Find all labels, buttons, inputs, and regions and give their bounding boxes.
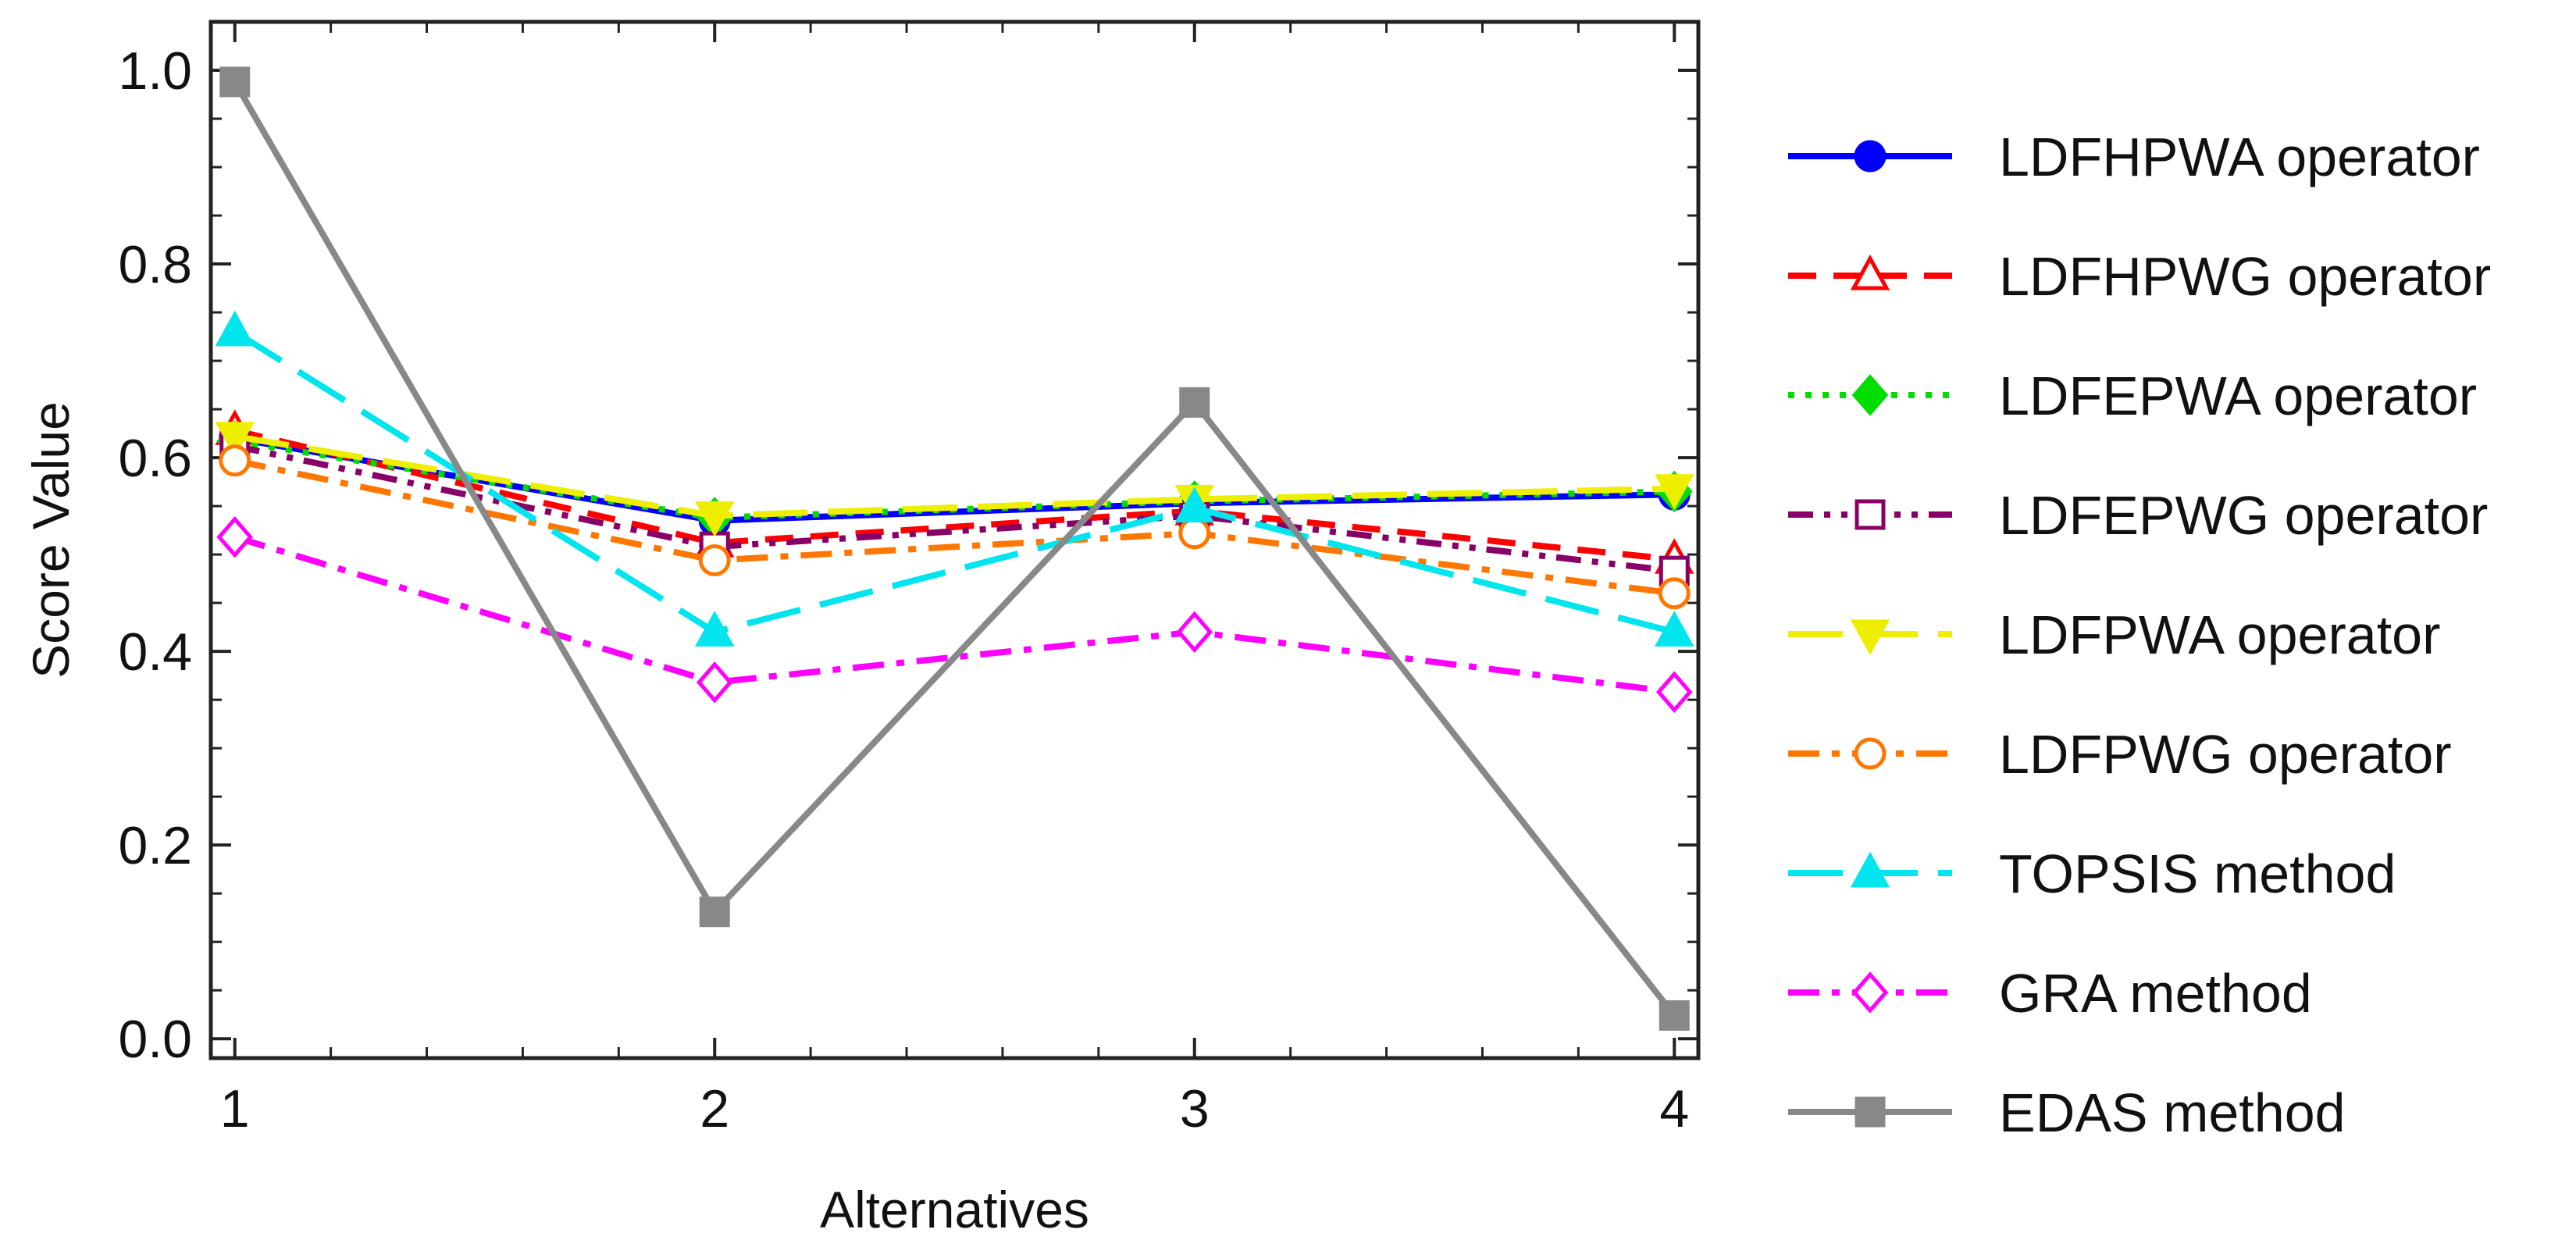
legend-label: LDFHPWA operator bbox=[1999, 127, 2480, 187]
series-line bbox=[233, 427, 1675, 563]
legend-marker bbox=[1850, 619, 1890, 656]
legend-item: LDFPWG operator bbox=[1788, 724, 2452, 785]
y-axis-ticks: 0.0 0.2 0.4 0.6 0.8 1.0 bbox=[118, 20, 1698, 1069]
legend-marker bbox=[1851, 374, 1889, 416]
plot-frame bbox=[208, 20, 1701, 1060]
legend-marker bbox=[1850, 254, 1890, 290]
legend-marker bbox=[1855, 1096, 1886, 1128]
legend-label: LDFPWG operator bbox=[1999, 724, 2452, 785]
legend-marker bbox=[1855, 499, 1886, 530]
data-point bbox=[1658, 577, 1691, 610]
legend: LDFHPWA operator LDFHPWG operator LDFEPWA … bbox=[1788, 127, 2491, 1143]
legend-label: EDAS method bbox=[1999, 1082, 2346, 1143]
data-point bbox=[1659, 1000, 1690, 1031]
data-point bbox=[696, 661, 733, 704]
legend-label: LDFPWA operator bbox=[1999, 604, 2440, 665]
data-point bbox=[219, 444, 251, 477]
legend-label: LDFHPWG operator bbox=[1999, 246, 2491, 307]
data-point bbox=[1655, 671, 1693, 714]
legend-item: LDFHPWA operator bbox=[1788, 127, 2480, 187]
legend-item: LDFHPWG operator bbox=[1788, 246, 2491, 307]
legend-item: TOPSIS method bbox=[1788, 843, 2396, 904]
y-tick-label: 0.2 bbox=[118, 816, 192, 875]
y-tick-label: 0.8 bbox=[118, 235, 192, 294]
data-point bbox=[215, 310, 255, 347]
y-axis-title: Score Value bbox=[22, 401, 80, 679]
data-point bbox=[1179, 387, 1210, 418]
data-point bbox=[1174, 486, 1214, 523]
data-point bbox=[1178, 517, 1211, 550]
data-point bbox=[699, 896, 730, 928]
x-axis-title: Alternatives bbox=[820, 1181, 1089, 1238]
legend-item: LDFPWA operator bbox=[1788, 604, 2440, 665]
x-tick-label: 4 bbox=[1659, 1079, 1689, 1139]
legend-marker bbox=[1854, 737, 1887, 770]
y-tick-label: 0.4 bbox=[118, 622, 192, 682]
series-layer bbox=[215, 66, 1694, 1031]
legend-item: EDAS method bbox=[1788, 1082, 2346, 1143]
data-point bbox=[219, 66, 251, 98]
data-point bbox=[695, 611, 735, 647]
series-line bbox=[232, 80, 1677, 1017]
data-point bbox=[1655, 611, 1694, 647]
data-point bbox=[216, 515, 254, 558]
series-line bbox=[233, 533, 1675, 696]
series-line bbox=[233, 443, 1675, 575]
series-topsis-method bbox=[215, 310, 1694, 647]
legend-label: LDFEPWG operator bbox=[1999, 485, 2488, 546]
legend-marker bbox=[1851, 971, 1889, 1014]
legend-item: LDFEPWG operator bbox=[1788, 485, 2488, 546]
x-tick-label: 1 bbox=[220, 1079, 250, 1139]
legend-marker bbox=[1854, 140, 1887, 173]
series-ldfpwg-operator bbox=[219, 444, 1691, 610]
data-point bbox=[695, 501, 735, 537]
legend-marker bbox=[1850, 851, 1890, 888]
legend-item: LDFEPWA operator bbox=[1788, 365, 2477, 426]
y-tick-label: 0.6 bbox=[118, 429, 192, 488]
legend-label: TOPSIS method bbox=[1999, 843, 2396, 904]
legend-item: GRA method bbox=[1788, 963, 2312, 1024]
data-point bbox=[1655, 474, 1694, 510]
y-tick-label: 0.0 bbox=[118, 1010, 192, 1069]
x-tick-label: 3 bbox=[1180, 1079, 1210, 1139]
series-line bbox=[233, 457, 1675, 597]
x-tick-label: 2 bbox=[700, 1079, 729, 1139]
series-edas-method bbox=[219, 66, 1690, 1031]
data-point bbox=[698, 544, 731, 577]
legend-label: GRA method bbox=[1999, 963, 2312, 1024]
series-line bbox=[233, 329, 1676, 636]
x-axis-ticks: 1 2 3 4 bbox=[220, 22, 1689, 1139]
series-line bbox=[234, 433, 1675, 519]
data-point bbox=[215, 422, 255, 458]
legend-label: LDFEPWA operator bbox=[1999, 365, 2477, 426]
series-gra-method bbox=[216, 515, 1693, 714]
y-tick-label: 1.0 bbox=[118, 41, 192, 101]
data-point bbox=[1176, 611, 1213, 654]
